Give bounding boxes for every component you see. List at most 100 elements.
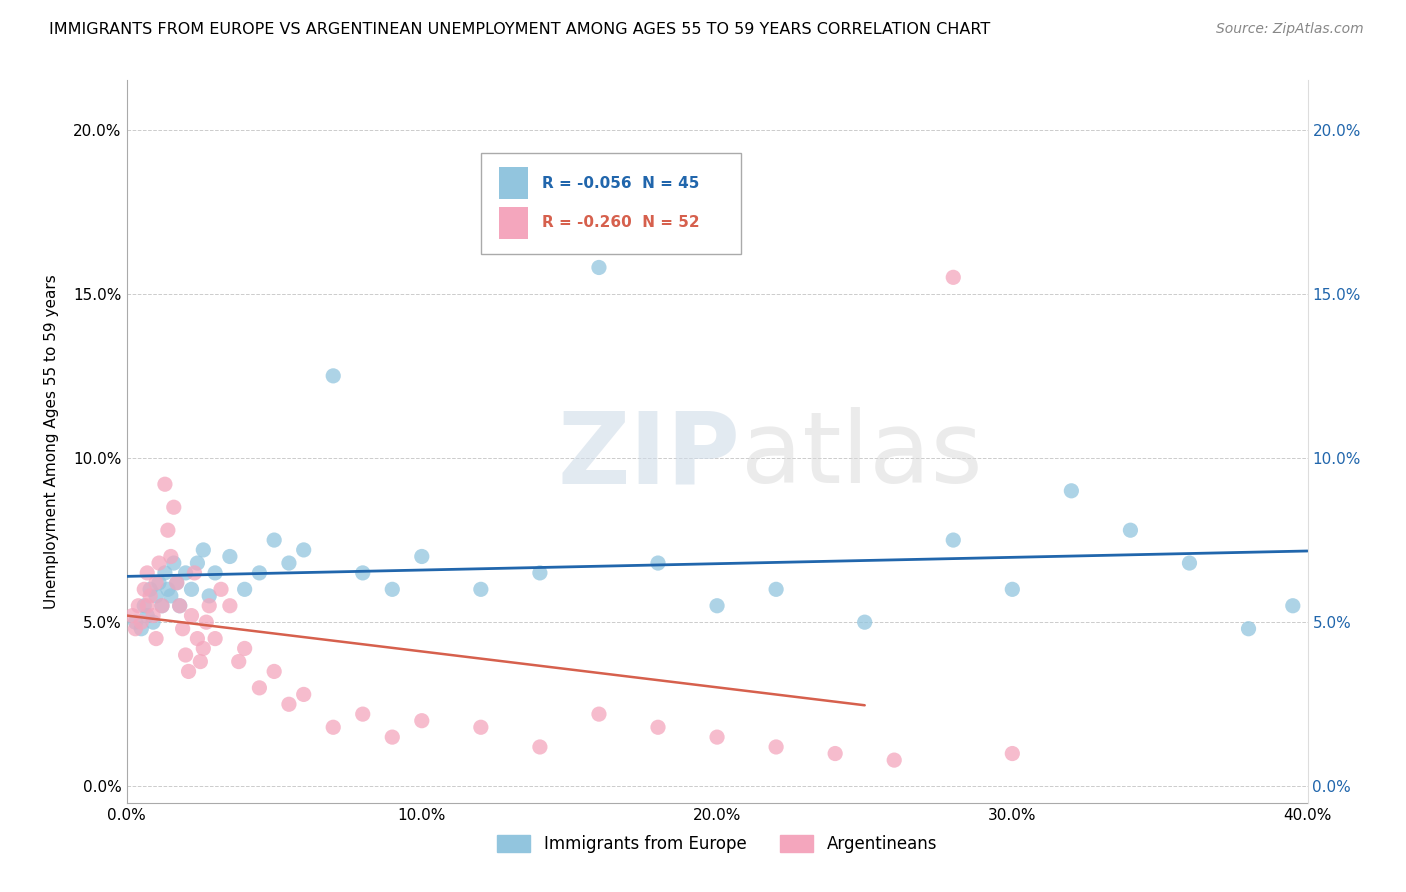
Point (322, 720, 344, 734)
Point (145, 632, 167, 646)
Point (121, 608, 143, 623)
Point (278, 698, 301, 712)
Point (160, 589, 183, 603)
Point (219, 549, 242, 564)
Point (145, 589, 167, 603)
Point (174, 566, 197, 580)
Point (142, 615, 165, 630)
Point (129, 615, 153, 630)
Point (166, 575, 188, 590)
Point (198, 589, 221, 603)
Point (139, 589, 162, 603)
Legend: Immigrants from Europe, Argentineans: Immigrants from Europe, Argentineans (491, 828, 943, 860)
Point (156, 582, 179, 597)
Point (204, 566, 226, 580)
Point (180, 582, 202, 597)
Point (163, 556, 186, 570)
Point (134, 582, 156, 597)
Point (529, 739, 551, 754)
Point (193, 542, 215, 557)
Point (1282, 599, 1305, 613)
FancyBboxPatch shape (481, 153, 741, 253)
Point (647, 720, 669, 734)
Point (169, 599, 191, 613)
Point (169, 599, 191, 613)
Point (209, 582, 232, 597)
Point (153, 477, 176, 491)
Point (195, 615, 218, 630)
Point (765, 739, 787, 754)
Point (706, 599, 728, 613)
Point (233, 582, 256, 597)
Text: IMMIGRANTS FROM EUROPE VS ARGENTINEAN UNEMPLOYMENT AMONG AGES 55 TO 59 YEARS COR: IMMIGRANTS FROM EUROPE VS ARGENTINEAN UN… (49, 22, 990, 37)
Point (263, 665, 285, 679)
Point (177, 665, 200, 679)
Point (1001, 582, 1024, 597)
Point (233, 641, 256, 656)
Point (942, 270, 965, 285)
Point (411, 549, 433, 564)
Point (150, 599, 173, 613)
Point (129, 622, 153, 636)
Point (180, 608, 202, 623)
Point (124, 615, 146, 630)
Point (166, 575, 188, 590)
Point (765, 582, 787, 597)
Text: Source: ZipAtlas.com: Source: ZipAtlas.com (1216, 22, 1364, 37)
Point (156, 523, 179, 537)
Text: R = -0.260  N = 52: R = -0.260 N = 52 (543, 216, 700, 230)
Point (1178, 556, 1201, 570)
Point (588, 707, 610, 722)
Point (160, 549, 183, 564)
Point (172, 622, 194, 636)
Point (204, 632, 226, 646)
Point (148, 575, 170, 590)
Point (188, 655, 212, 669)
Point (153, 566, 176, 580)
Point (411, 714, 433, 728)
Point (853, 615, 876, 630)
Point (136, 599, 159, 613)
Point (142, 608, 165, 623)
Point (942, 533, 965, 547)
Point (148, 556, 170, 570)
Point (322, 368, 344, 383)
Point (352, 707, 374, 722)
Point (127, 599, 149, 613)
Point (228, 655, 250, 669)
Bar (499, 207, 529, 239)
Point (1001, 747, 1024, 761)
Text: R = -0.056  N = 45: R = -0.056 N = 45 (543, 176, 700, 191)
Point (381, 730, 404, 744)
Point (163, 500, 186, 515)
Point (529, 566, 551, 580)
Point (193, 641, 215, 656)
Y-axis label: Unemployment Among Ages 55 to 59 years: Unemployment Among Ages 55 to 59 years (45, 274, 59, 609)
Text: ZIP: ZIP (558, 408, 741, 505)
Point (470, 720, 492, 734)
Point (124, 622, 146, 636)
Point (706, 730, 728, 744)
Point (186, 556, 208, 570)
Point (186, 632, 208, 646)
Point (292, 542, 315, 557)
Point (292, 687, 315, 701)
Point (136, 566, 159, 580)
Point (219, 599, 242, 613)
Point (249, 681, 271, 695)
Point (139, 582, 162, 597)
Point (183, 566, 205, 580)
Point (249, 566, 271, 580)
Point (136, 608, 159, 623)
Point (134, 599, 156, 613)
Point (278, 556, 301, 570)
Bar (499, 167, 529, 200)
Point (588, 260, 610, 275)
Point (883, 753, 905, 767)
Point (1060, 483, 1083, 498)
Point (381, 582, 404, 597)
Point (150, 599, 173, 613)
Text: atlas: atlas (741, 408, 983, 505)
Point (647, 556, 669, 570)
Point (824, 747, 846, 761)
